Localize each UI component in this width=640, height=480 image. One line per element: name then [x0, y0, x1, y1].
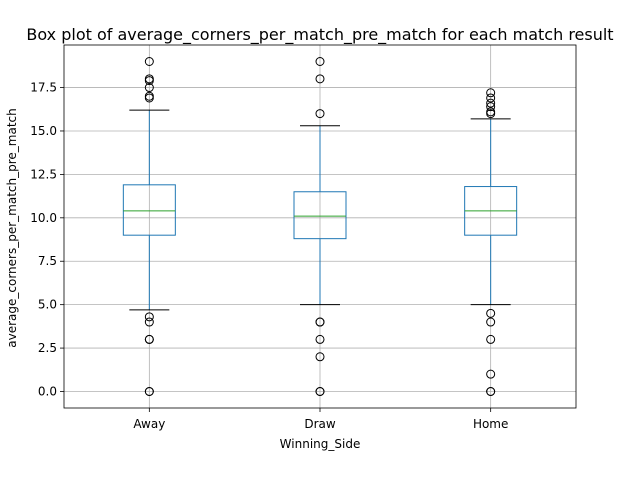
y-tick-label: 2.5 [38, 341, 57, 355]
outlier-point [144, 334, 154, 344]
outlier-point [144, 57, 154, 66]
box-draw [293, 57, 347, 396]
iqr-box [293, 191, 347, 240]
box-home [464, 88, 518, 396]
outlier-point [486, 308, 496, 318]
y-tick-label: 7.5 [38, 254, 57, 268]
outlier-point [315, 334, 325, 344]
x-tick-label: Draw [304, 417, 336, 431]
x-tick-label: Home [473, 417, 508, 431]
outlier-point [315, 109, 325, 119]
outlier-point [486, 317, 496, 327]
iqr-box [122, 184, 176, 236]
grid-lines [64, 45, 576, 408]
outlier-point [486, 369, 496, 379]
x-axis-label: Winning_Side [280, 437, 361, 451]
outlier-point [144, 387, 154, 396]
outlier-point [144, 312, 154, 322]
outlier-point [486, 98, 496, 108]
y-tick-label: 17.5 [30, 81, 57, 95]
y-tick-label: 12.5 [30, 167, 57, 181]
outlier-point [486, 93, 496, 103]
outlier-point [486, 102, 496, 112]
box-plots [122, 57, 518, 396]
outlier-point [486, 387, 496, 396]
outlier-point [486, 109, 496, 119]
y-tick-label: 15.0 [30, 124, 57, 138]
outlier-point [315, 387, 325, 396]
outlier-point [315, 74, 325, 84]
outlier-point [144, 317, 154, 327]
axis-ticks: 0.0 2.5 5.0 7.5 10.0 12.5 15.0 17.5 Away Draw Home [30, 81, 508, 431]
outlier-point [144, 76, 154, 86]
outlier-point [486, 334, 496, 344]
outlier-point [315, 57, 325, 66]
x-tick-label: Away [133, 417, 165, 431]
y-tick-label: 5.0 [38, 298, 57, 312]
outlier-point [486, 88, 496, 98]
y-tick-label: 10.0 [30, 211, 57, 225]
box-away [122, 57, 176, 396]
outlier-point [144, 83, 154, 93]
outlier-point [315, 352, 325, 362]
outlier-point [144, 93, 154, 103]
y-axis-label: average_corners_per_match_pre_match [5, 108, 19, 347]
outlier-point [315, 317, 325, 327]
y-tick-label: 0.0 [38, 385, 57, 399]
chart-title: Box plot of average_corners_per_match_pr… [26, 25, 613, 45]
